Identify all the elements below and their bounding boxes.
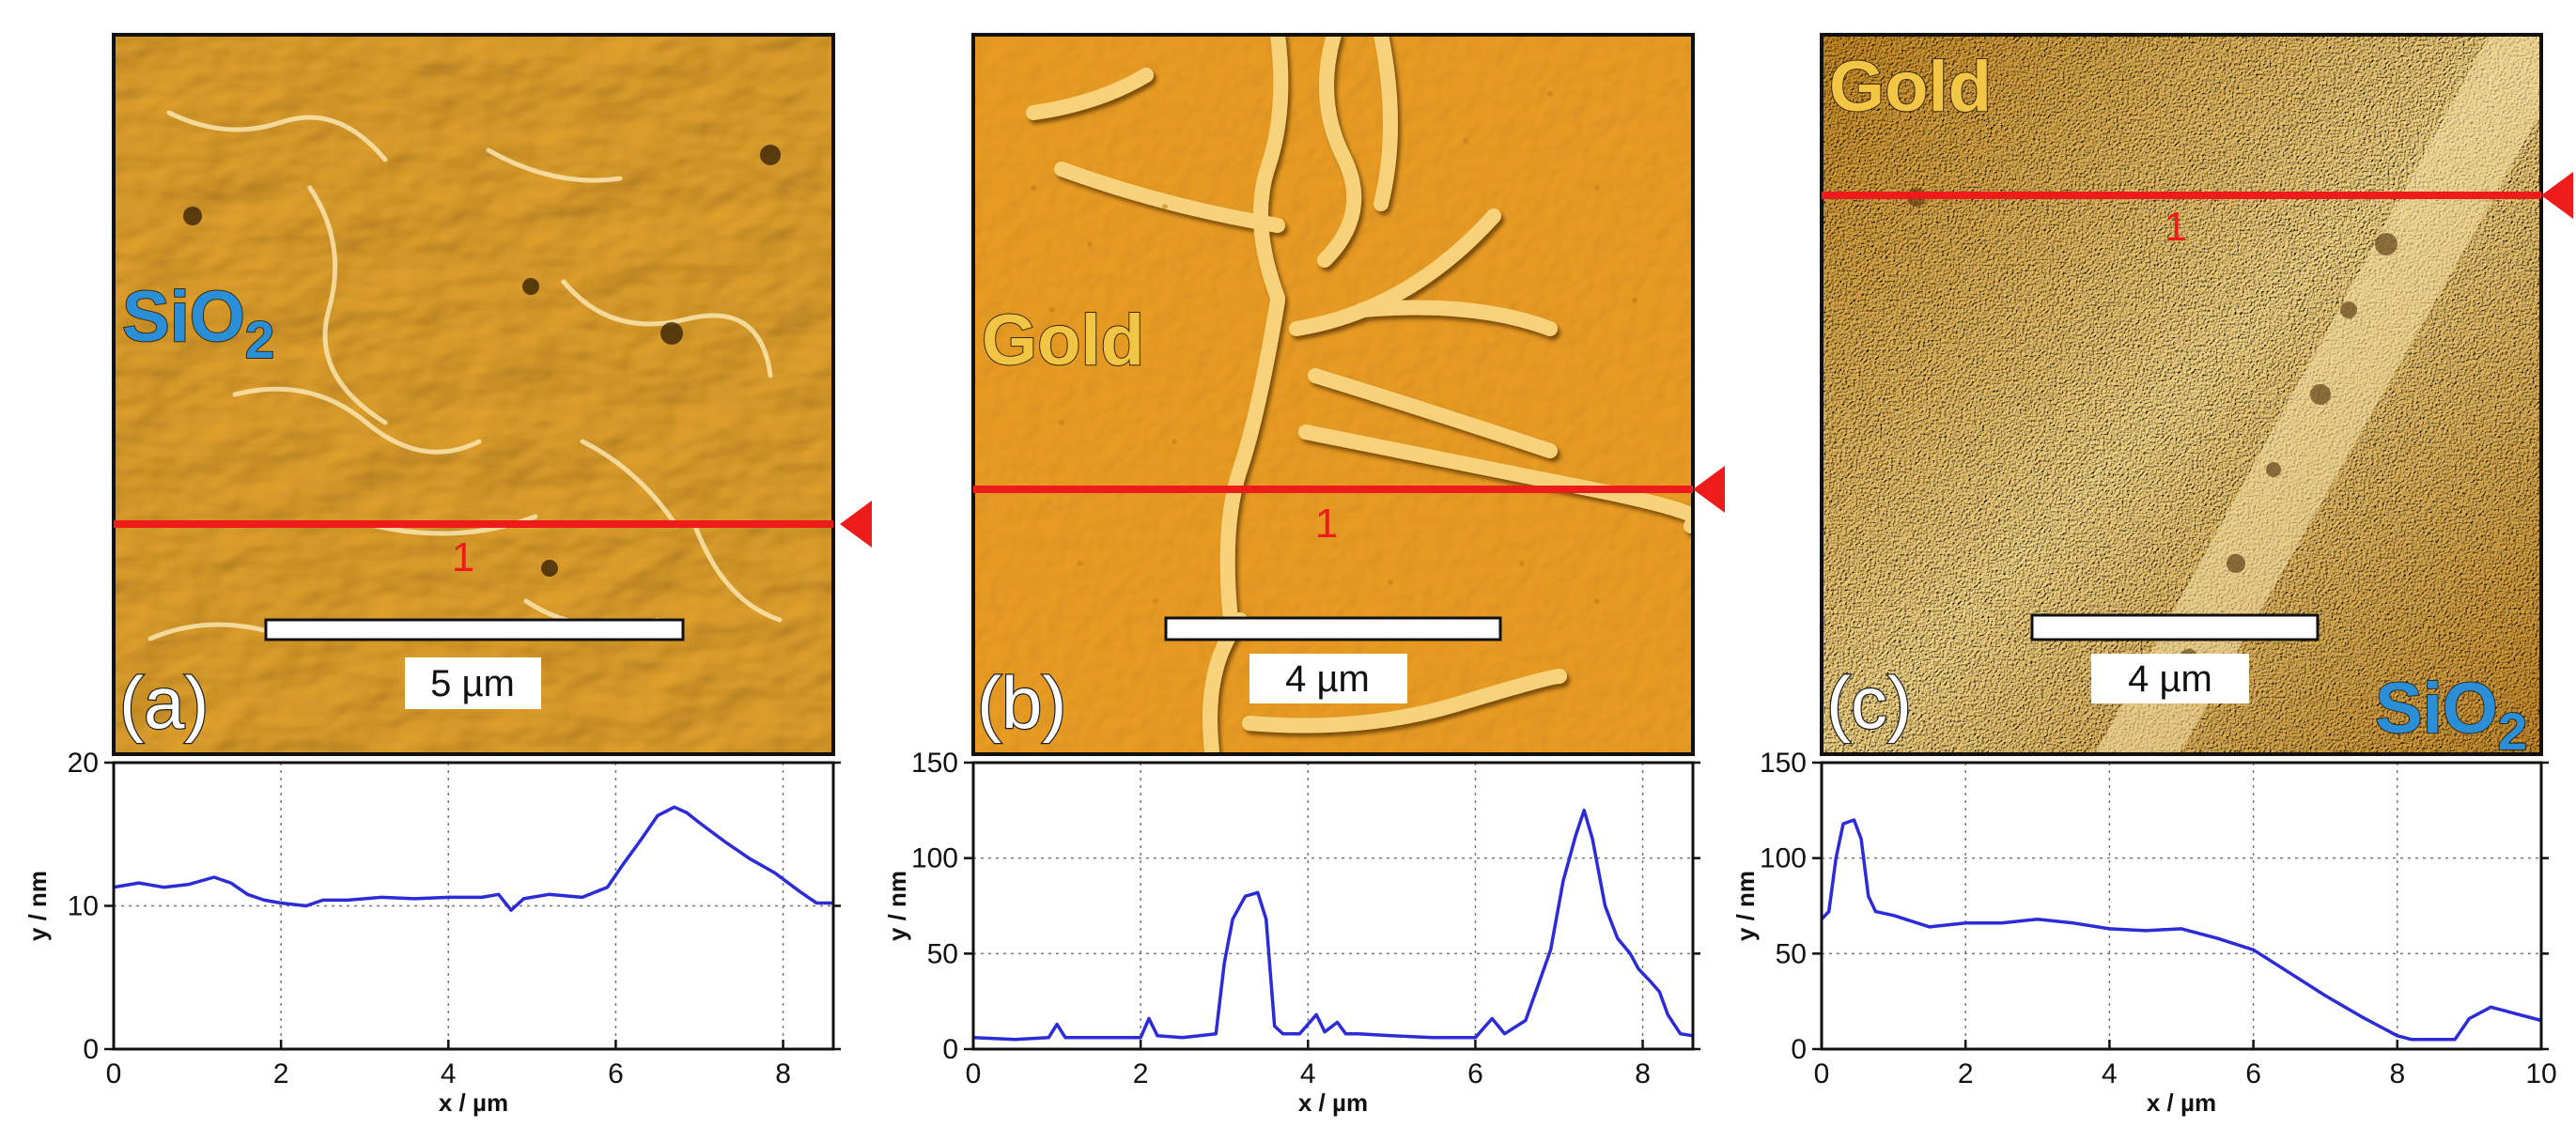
panel-b: 1 4 µm (b) Gold	[971, 33, 1725, 756]
panel-letter-a: (a)	[119, 661, 209, 744]
series-line-profile-1	[1820, 818, 2542, 1042]
scalebar-a	[264, 618, 685, 641]
material-label-c-sio2: SiO2	[2375, 669, 2527, 761]
x-tick-label: 6	[1467, 1058, 1483, 1089]
image-frame-b	[971, 33, 1695, 756]
series-line-profile-1	[113, 805, 833, 912]
scalebar-label-box-b	[1249, 654, 1407, 703]
x-tick-label: 6	[608, 1058, 624, 1089]
panel-c: 1 4 µm (c) Gold SiO2	[1820, 33, 2573, 762]
x-axis-label: x / µm	[439, 1089, 508, 1117]
x-tick-label: 4	[1300, 1058, 1316, 1089]
profile-chart-b: 0 2 4 6 8 0 50 100 150 x / µm y / nm	[883, 748, 1700, 1117]
y-tick-label: 150	[1760, 748, 1807, 779]
profile-marker-b: 1	[1315, 501, 1338, 547]
profile-pointer-a	[840, 501, 872, 548]
scalebar-label-box-c	[2091, 654, 2249, 703]
x-tick-label: 2	[273, 1058, 289, 1089]
y-tick-label: 0	[83, 1034, 99, 1065]
panel-a: 1 5 µm (a) SiO2	[112, 33, 872, 756]
x-tick-label: 6	[2245, 1058, 2261, 1089]
y-tick-label: 100	[1760, 843, 1807, 874]
x-tick-label: 8	[2389, 1058, 2405, 1089]
image-frame-c	[1820, 33, 2543, 756]
afm-image-c	[1822, 35, 2541, 754]
x-tick-label: 8	[1635, 1058, 1651, 1089]
surface-pits-a	[183, 145, 781, 577]
panel-letter-b: (b)	[977, 661, 1066, 744]
x-tick-label: 4	[2102, 1058, 2118, 1089]
profile-marker-a: 1	[452, 534, 474, 580]
material-label-c-gold: Gold	[1829, 47, 1992, 127]
profile-marker-c: 1	[2165, 204, 2187, 250]
series-line-profile-1	[972, 809, 1694, 1042]
scalebar-label-b: 4 µm	[1285, 658, 1370, 700]
y-tick-label: 50	[927, 938, 958, 969]
material-label-b-gold: Gold	[982, 301, 1144, 380]
x-tick-label: 8	[775, 1058, 791, 1089]
y-axis-label: y / nm	[1731, 871, 1760, 941]
x-axis-label: x / µm	[2147, 1089, 2216, 1117]
y-tick-label: 0	[942, 1034, 958, 1065]
scalebar-c	[2030, 613, 2320, 641]
y-tick-label: 150	[911, 748, 958, 779]
y-tick-label: 0	[1791, 1034, 1807, 1065]
x-tick-label: 2	[1958, 1058, 1974, 1089]
y-tick-label: 100	[911, 843, 958, 874]
x-tick-label: 2	[1133, 1058, 1149, 1089]
y-tick-label: 10	[68, 891, 99, 922]
afm-image-b	[973, 35, 1693, 754]
x-tick-label: 0	[1814, 1058, 1830, 1089]
plot-frame	[971, 761, 1695, 1051]
scalebar-label-c: 4 µm	[2128, 658, 2212, 700]
y-tick-label: 50	[1776, 938, 1807, 969]
profile-chart-a: 0 2 4 6 8 0 10 20 x / µm y / nm	[23, 748, 841, 1117]
scalebar-b	[1164, 616, 1502, 641]
profile-pointer-b	[1693, 466, 1725, 513]
plot-frame	[1820, 761, 2543, 1051]
scalebar-label-box-a	[405, 657, 541, 709]
afm-image-a	[114, 35, 833, 754]
x-tick-label: 0	[106, 1058, 122, 1089]
x-tick-label: 10	[2525, 1058, 2556, 1089]
material-label-a-sio2: SiO2	[122, 277, 274, 369]
y-axis-label: y / nm	[883, 871, 911, 941]
gold-grains-b	[1031, 91, 1637, 604]
image-frame-a	[112, 33, 835, 756]
y-axis-label: y / nm	[23, 871, 52, 941]
y-tick-label: 20	[68, 748, 99, 779]
x-axis-label: x / µm	[1298, 1089, 1368, 1117]
scalebar-label-a: 5 µm	[430, 663, 515, 704]
x-tick-label: 4	[441, 1058, 457, 1089]
surface-flakes-a	[147, 110, 783, 641]
profile-pointer-c	[2541, 172, 2573, 219]
panel-letter-c: (c)	[1826, 661, 1912, 744]
x-tick-label: 0	[966, 1058, 982, 1089]
